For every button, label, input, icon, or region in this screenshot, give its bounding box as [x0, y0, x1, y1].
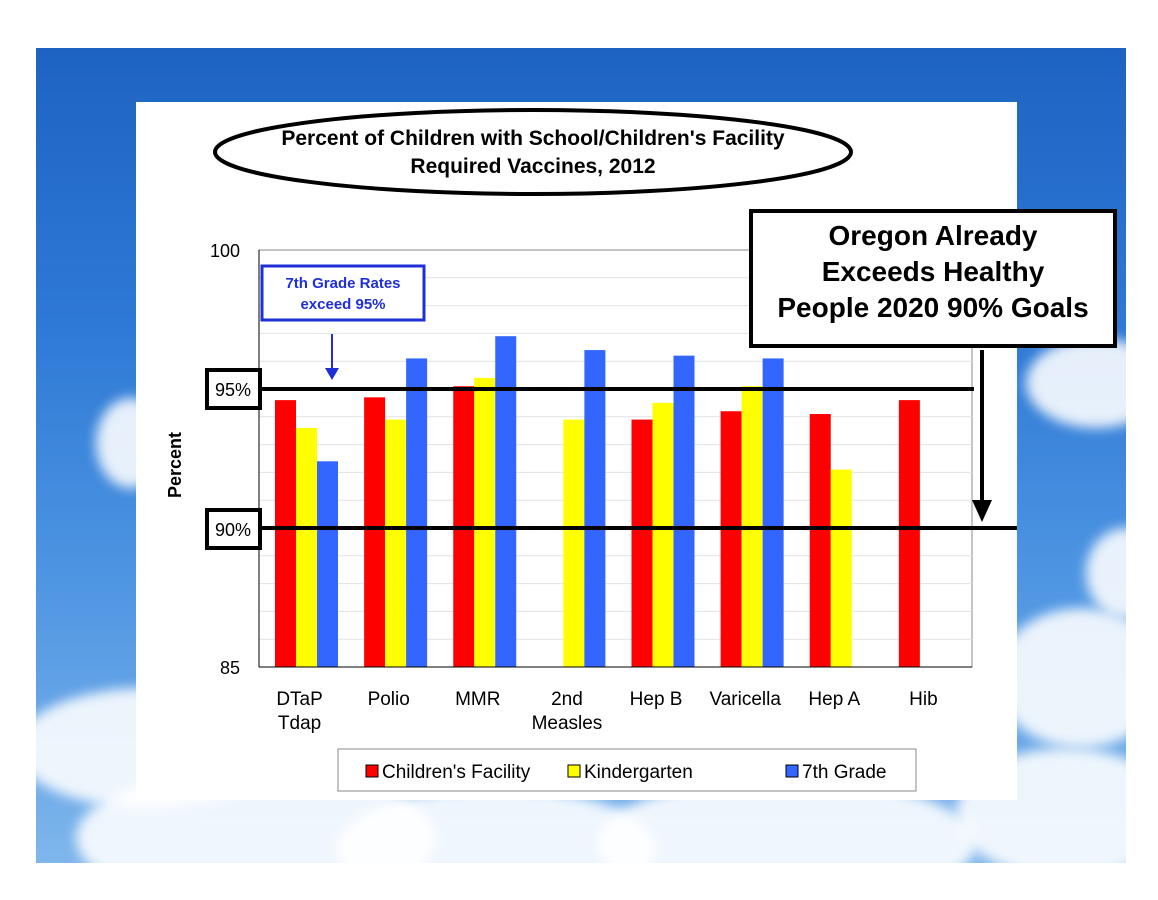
bars [275, 336, 920, 667]
x-tick-label: Hep B [630, 689, 683, 710]
blue-note-line-1: 7th Grade Rates [285, 275, 400, 292]
legend-items: Children's Facility Kindergarten 7th Grade [365, 762, 887, 783]
chart: Percent of Children with School/Children… [165, 108, 1017, 792]
bar [385, 419, 407, 667]
x-tick-label: Varicella [709, 689, 781, 710]
cloud [996, 608, 1126, 748]
bar [809, 414, 831, 667]
bar [762, 358, 784, 667]
legend-label: Kindergarten [584, 762, 693, 783]
chart-title-line-1: Percent of Children with School/Children… [281, 127, 785, 150]
x-tick-label: Hib [909, 689, 938, 710]
x-tick-label: 2nd [551, 689, 583, 710]
title-ellipse [213, 108, 853, 196]
legend-label: Children's Facility [382, 762, 531, 783]
reference-lines [259, 387, 1017, 530]
x-tick-label: Tdap [278, 713, 321, 734]
bar [495, 336, 517, 667]
x-tick-label: DTaP [276, 689, 322, 710]
bar [584, 350, 606, 667]
bar [317, 461, 338, 667]
x-tick-label: Polio [368, 689, 410, 710]
y-tick-90-box [205, 508, 262, 550]
legend-swatch [365, 764, 379, 778]
legend-swatch [785, 764, 799, 778]
blue-note-box [260, 264, 426, 322]
chart-title-line-2: Required Vaccines, 2012 [410, 155, 655, 178]
bar [563, 419, 585, 667]
blue-note-arrow-head [325, 368, 339, 380]
legend-label: 7th Grade [802, 762, 887, 783]
x-tick-label: MMR [455, 689, 500, 710]
y-axis-label: Percent [165, 432, 185, 498]
bar [830, 469, 852, 667]
bar [474, 377, 496, 667]
chart-panel: Percent of Children with School/Children… [136, 102, 1017, 800]
y-tick-95-box [205, 368, 262, 410]
x-tick-label: Measles [532, 713, 603, 734]
bar [720, 411, 742, 667]
legend-swatch [567, 764, 581, 778]
y-tick-95: 95% [215, 380, 251, 400]
cloud [1086, 528, 1126, 618]
bar [631, 419, 653, 667]
bar [296, 427, 317, 667]
y-tick-85: 85 [220, 658, 240, 678]
x-tick-label: Hep A [808, 689, 860, 710]
bar [275, 400, 296, 667]
bar [898, 400, 920, 667]
y-tick-90: 90% [215, 520, 251, 540]
blue-note-line-2: exceed 95% [300, 296, 385, 313]
bar [673, 355, 695, 667]
bar [364, 397, 386, 667]
y-tick-100: 100 [210, 241, 240, 261]
bar [652, 402, 674, 667]
bar [406, 358, 428, 667]
cloud [1026, 338, 1126, 428]
legend [337, 748, 917, 792]
x-tick-labels: DTaP Tdap Polio MMR 2nd Measles Hep B Varicella… [276, 689, 937, 734]
